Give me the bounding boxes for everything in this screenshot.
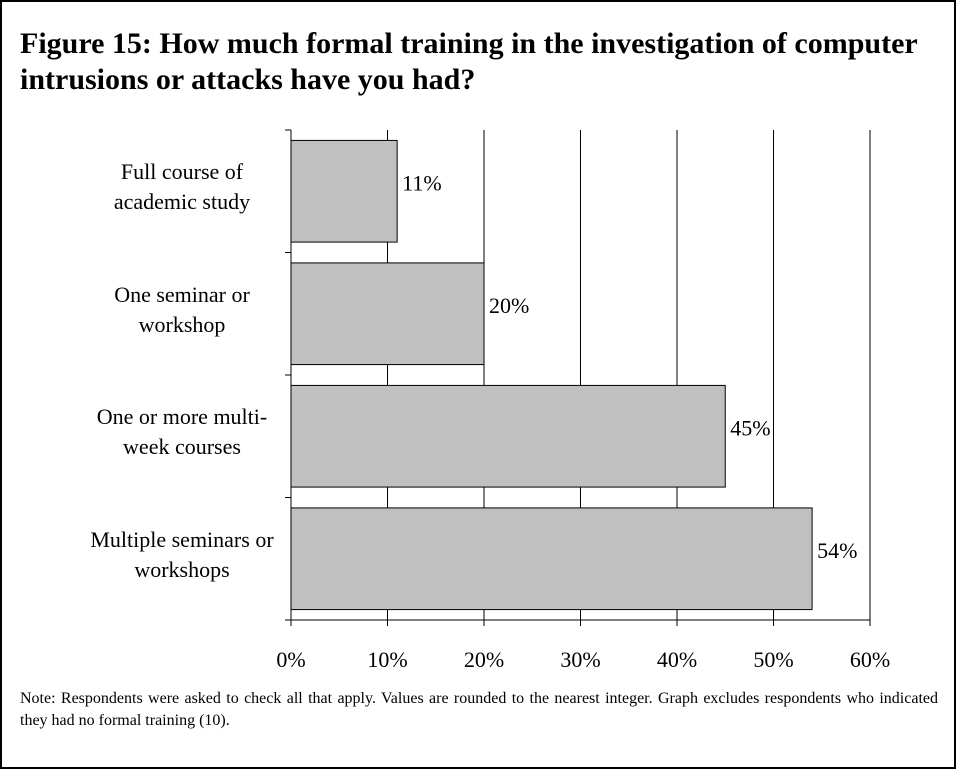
y-tick-label: One or more multi-week courses	[96, 404, 268, 460]
x-tick-label: 40%	[657, 647, 697, 672]
x-tick-label: 10%	[367, 647, 407, 672]
y-tick-label: One seminar or workshop	[114, 281, 250, 337]
chart-note: Note: Respondents were asked to check al…	[20, 690, 938, 729]
bar	[290, 262, 485, 366]
x-tick-label: 20%	[464, 647, 504, 672]
value-label: 11%	[402, 170, 442, 195]
x-tick-label: 30%	[560, 647, 600, 672]
bar	[290, 507, 813, 611]
value-label: 45%	[730, 415, 770, 440]
x-tick-label: 50%	[753, 647, 793, 672]
value-label: 54%	[817, 538, 857, 563]
y-tick-label: Full course of academic study	[113, 159, 251, 215]
x-tick-label: 0%	[276, 647, 305, 672]
value-label: 20%	[489, 293, 529, 318]
bar	[290, 139, 398, 243]
bar	[290, 384, 726, 488]
chart-title: Figure 15: How much formal training in t…	[20, 27, 918, 96]
y-tick-label: Multiple seminars or workshops	[90, 526, 274, 582]
x-tick-label: 60%	[850, 647, 890, 672]
